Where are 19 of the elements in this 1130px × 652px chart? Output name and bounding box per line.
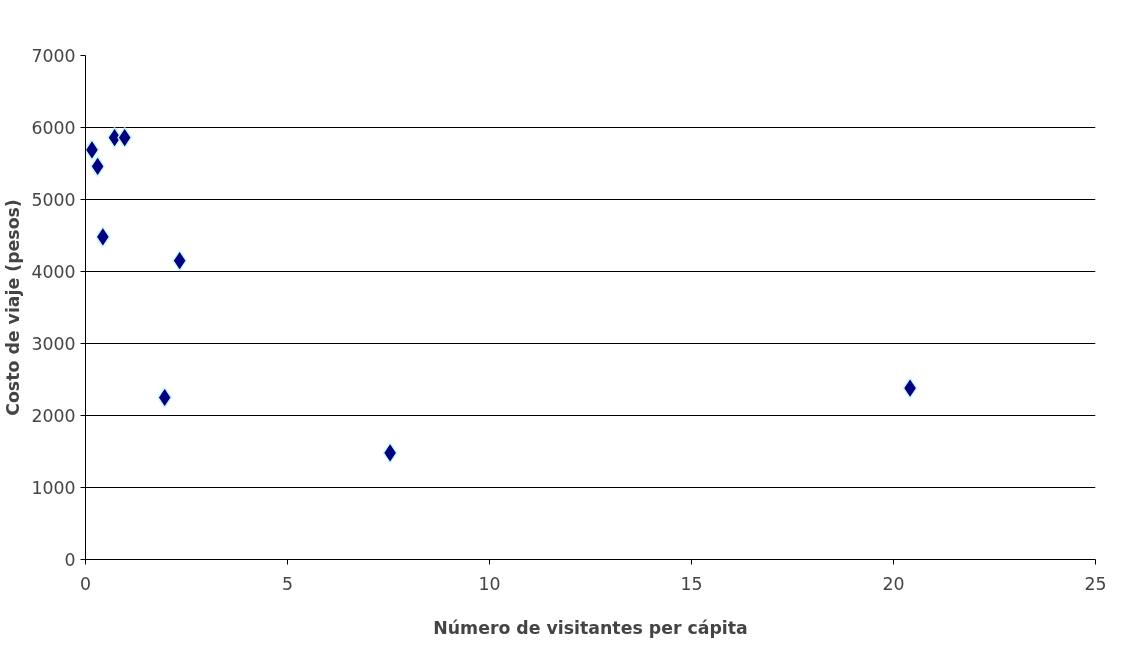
y-tick-label: 1000 — [31, 478, 76, 498]
x-tick-label: 0 — [79, 573, 92, 594]
x-tick-label: 20 — [882, 573, 905, 594]
x-axis-title: Número de visitantes per cápita — [433, 617, 748, 638]
y-tick-label: 5000 — [31, 190, 76, 210]
y-axis-title: Costo de viaje (pesos) — [3, 199, 24, 416]
x-tick-label: 25 — [1084, 573, 1107, 594]
point — [382, 442, 398, 464]
point — [902, 377, 918, 399]
y-tick-label: 2000 — [31, 406, 76, 426]
y-tick-label: 4000 — [31, 262, 76, 282]
y-tick-label: 3000 — [31, 334, 76, 354]
y-tick-label: 6000 — [31, 118, 76, 138]
x-tick-label: 5 — [281, 573, 294, 594]
x-tick-label: 10 — [478, 573, 501, 594]
y-tick-label: 7000 — [31, 46, 76, 66]
point — [95, 226, 111, 248]
y-tick-label: 0 — [64, 550, 76, 570]
x-tick-label: 15 — [680, 573, 703, 594]
